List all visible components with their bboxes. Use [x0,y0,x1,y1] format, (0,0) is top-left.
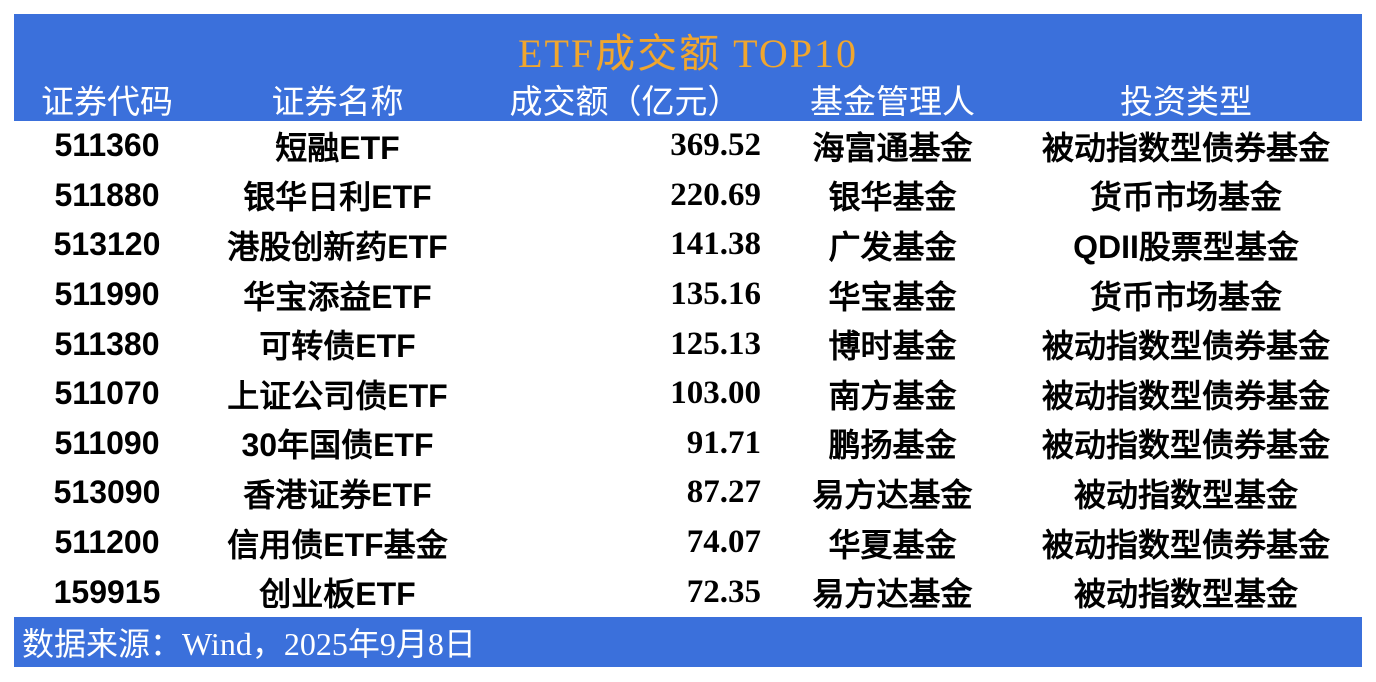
code-cell: 513090 [53,474,161,511]
code-cell: 511070 [54,375,160,412]
turnover-cell: 125.13 [670,325,761,362]
table-row: 511360 短融ETF 369.52 海富通基金 被动指数型债券基金 [14,121,1362,171]
manager-cell: 鹏扬基金 [828,427,957,464]
turnover-cell: 74.07 [686,524,761,561]
turnover-cell: 220.69 [670,176,761,213]
name-cell: 上证公司债ETF [227,377,448,414]
type-cell: 被动指数型债券基金 [1041,526,1330,563]
name-cell: 香港证券ETF [243,476,432,513]
etf-turnover-table: ETF成交额 TOP10 证券代码 证券名称 成交额（亿元） 基金管理人 投资类… [14,14,1362,667]
name-cell: 创业板ETF [259,576,416,613]
type-cell: 被动指数型基金 [1073,576,1298,613]
type-cell: 被动指数型债券基金 [1041,328,1330,365]
table-row: 511070 上证公司债ETF 103.00 南方基金 被动指数型债券基金 [14,369,1362,419]
table-title: ETF成交额 TOP10 [518,31,858,76]
column-header-type: 投资类型 [1120,84,1252,121]
type-cell: QDII股票型基金 [1073,228,1299,265]
column-header-manager: 基金管理人 [810,84,975,121]
type-cell: 被动指数型债券基金 [1041,377,1330,414]
name-cell: 信用债ETF基金 [227,526,448,563]
manager-cell: 南方基金 [828,377,957,414]
title-row: ETF成交额 TOP10 [14,14,1362,76]
code-cell: 511360 [54,127,160,164]
turnover-cell: 141.38 [670,226,761,263]
table-row: 159915 创业板ETF 72.35 易方达基金 被动指数型基金 [14,567,1362,617]
column-header-code: 证券代码 [41,84,173,121]
manager-cell: 海富通基金 [812,129,973,166]
name-cell: 可转债ETF [259,328,416,365]
manager-cell: 银华基金 [828,179,957,216]
table-row: 511090 30年国债ETF 91.71 鹏扬基金 被动指数型债券基金 [14,419,1362,469]
column-headers: 证券代码 证券名称 成交额（亿元） 基金管理人 投资类型 [14,76,1362,121]
turnover-cell: 369.52 [670,127,761,164]
table-row: 511380 可转债ETF 125.13 博时基金 被动指数型债券基金 [14,319,1362,369]
table-row: 513090 香港证券ETF 87.27 易方达基金 被动指数型基金 [14,468,1362,518]
manager-cell: 广发基金 [828,228,957,265]
name-cell: 短融ETF [275,129,400,166]
name-cell: 30年国债ETF [241,427,434,464]
table-row: 511200 信用债ETF基金 74.07 华夏基金 被动指数型债券基金 [14,518,1362,568]
code-cell: 511380 [54,325,160,362]
manager-cell: 易方达基金 [812,576,973,613]
manager-cell: 华宝基金 [828,278,957,315]
table-row: 511990 华宝添益ETF 135.16 华宝基金 货币市场基金 [14,270,1362,320]
turnover-cell: 135.16 [670,276,761,313]
table-row: 511880 银华日利ETF 220.69 银华基金 货币市场基金 [14,171,1362,221]
column-header-name: 证券名称 [271,84,404,121]
turnover-cell: 72.35 [686,573,761,610]
type-cell: 被动指数型债券基金 [1041,129,1330,166]
table-body: 511360 短融ETF 369.52 海富通基金 被动指数型债券基金 5118… [14,121,1362,617]
code-cell: 511090 [54,424,160,461]
turnover-cell: 87.27 [686,474,761,511]
manager-cell: 易方达基金 [812,476,973,513]
manager-cell: 博时基金 [828,328,957,365]
manager-cell: 华夏基金 [828,526,957,563]
type-cell: 被动指数型基金 [1073,476,1298,513]
table-row: 513120 港股创新药ETF 141.38 广发基金 QDII股票型基金 [14,220,1362,270]
code-cell: 513120 [53,226,161,263]
code-cell: 511880 [54,176,160,213]
turnover-cell: 91.71 [686,424,761,461]
name-cell: 银华日利ETF [243,179,432,216]
code-cell: 511990 [54,276,160,313]
source-bar: 数据来源：Wind，2025年9月8日 [14,616,1362,667]
source-note: 数据来源：Wind，2025年9月8日 [22,625,476,662]
name-cell: 港股创新药ETF [227,228,448,265]
turnover-cell: 103.00 [670,375,761,412]
column-header-turnover: 成交额（亿元） [509,84,741,121]
type-cell: 货币市场基金 [1089,278,1282,315]
table-header-bar: ETF成交额 TOP10 证券代码 证券名称 成交额（亿元） 基金管理人 投资类… [14,14,1362,121]
type-cell: 被动指数型债券基金 [1041,427,1330,464]
code-cell: 511200 [54,524,160,561]
name-cell: 华宝添益ETF [243,278,432,315]
code-cell: 159915 [53,573,161,610]
type-cell: 货币市场基金 [1089,179,1282,216]
